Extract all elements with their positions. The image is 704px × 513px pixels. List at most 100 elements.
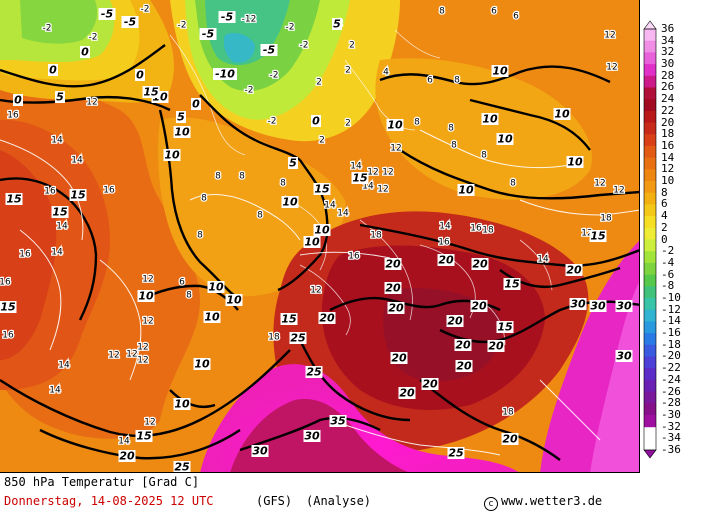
bold-isotherm-label-box	[203, 311, 221, 323]
bold-isotherm-label: 25	[290, 332, 306, 345]
isotherm-label: -2	[270, 71, 279, 81]
isotherm-label: 6	[427, 76, 433, 86]
bold-isotherm-label: 10	[567, 156, 583, 169]
bold-isotherm-label: 20	[388, 302, 404, 315]
bold-isotherm-label-box	[218, 11, 236, 23]
isotherm-label: -2	[300, 41, 309, 51]
isotherm-label: 6	[513, 12, 519, 22]
run-type: (Analyse)	[306, 494, 372, 508]
legend-label: 14	[661, 150, 675, 164]
isotherm-label: -2	[286, 23, 295, 33]
bold-isotherm-label: 20	[391, 352, 407, 365]
legend-label: -6	[661, 267, 675, 281]
bold-isotherm-label-box	[318, 312, 336, 324]
isotherm-label: 14	[118, 437, 130, 447]
bold-isotherm-label-box	[281, 196, 299, 208]
bold-isotherm-label-box	[225, 294, 243, 306]
bold-isotherm-label-box	[384, 282, 402, 294]
bold-isotherm-label-box	[176, 111, 186, 123]
legend-swatch	[644, 122, 656, 135]
bold-isotherm-label: 5	[177, 111, 185, 124]
bold-isotherm-label-box	[163, 149, 181, 161]
legend-swatch	[644, 403, 656, 416]
bold-isotherm-label: 10	[204, 311, 220, 324]
isotherm-label: 16	[103, 186, 115, 196]
legend-label: -22	[661, 361, 681, 375]
bold-isotherm-label: 10	[458, 184, 474, 197]
legend-swatch	[644, 344, 656, 358]
bold-isotherm-label: 20	[385, 258, 401, 271]
bold-isotherm-label: 15	[52, 206, 68, 219]
bold-isotherm-label: 10	[138, 290, 154, 303]
legend-label: -8	[661, 279, 675, 293]
bold-isotherm-label: 35	[330, 415, 346, 428]
legend-label: 34	[661, 33, 675, 47]
isotherm-label: 14	[58, 361, 70, 371]
bold-isotherm-label: 10	[387, 119, 403, 132]
bold-isotherm-label: 10	[194, 358, 210, 371]
bold-isotherm-label: 0	[14, 94, 22, 107]
bold-isotherm-label-box	[191, 98, 201, 110]
isotherm-label: 14	[56, 222, 68, 232]
legend-label: 12	[661, 162, 675, 176]
isotherm-label: 12	[613, 186, 624, 196]
credit-link[interactable]: c www.wetter3.de	[484, 494, 602, 511]
credit-text: www.wetter3.de	[501, 494, 603, 508]
bold-isotherm-label-box	[470, 300, 488, 312]
bold-isotherm-label-box	[313, 183, 331, 195]
bold-isotherm-label: 10	[482, 113, 498, 126]
bold-isotherm-label: 15	[70, 189, 86, 202]
bold-isotherm-label: 25	[306, 366, 322, 379]
bold-isotherm-label-box	[48, 64, 58, 76]
bold-isotherm-label: 30	[616, 350, 632, 363]
bold-isotherm-label: 15	[6, 193, 22, 206]
bold-isotherm-label-box	[311, 115, 321, 127]
isotherm-label: 12	[594, 179, 605, 189]
legend-swatch	[644, 321, 656, 334]
legend-swatch	[644, 368, 656, 381]
map-date: Donnerstag, 14-08-2025 12 UTC	[4, 494, 214, 508]
bold-isotherm-label-box	[615, 350, 633, 362]
isotherm-label: 16	[2, 331, 14, 341]
bold-isotherm-label: 20	[456, 360, 472, 373]
bold-isotherm-label: 25	[174, 461, 190, 474]
isotherm-label: 12	[142, 275, 153, 285]
bold-isotherm-label: 20	[319, 312, 335, 325]
isotherm-label: -12	[242, 15, 257, 25]
temperature-map: -2-2-2-2-12-22-22-2-2-222224686681212888…	[0, 0, 640, 473]
bold-isotherm-label: 20	[471, 300, 487, 313]
bold-isotherm-label-box	[5, 193, 23, 205]
bold-isotherm-label-box	[471, 258, 489, 270]
isotherm-label: 8	[280, 179, 286, 189]
legend-label: 6	[661, 197, 668, 211]
isotherm-label: 16	[44, 187, 56, 197]
isotherm-label: 8	[439, 7, 445, 17]
isotherm-label: 6	[491, 7, 497, 17]
bold-isotherm-label-box	[501, 433, 519, 445]
isotherm-label: 18	[370, 231, 382, 241]
isotherm-label: 14	[71, 156, 83, 166]
legend-swatch	[644, 251, 656, 264]
legend-label: -34	[661, 431, 681, 445]
bold-isotherm-label-box	[289, 332, 307, 344]
bold-isotherm-label-box	[213, 68, 237, 80]
bold-isotherm-label: 20	[119, 450, 135, 463]
legend-swatch	[644, 262, 656, 276]
isotherm-label: 2	[319, 136, 325, 146]
legend-label: -4	[661, 255, 675, 269]
isotherm-label: -2	[141, 5, 150, 15]
legend-swatch	[644, 227, 656, 241]
bold-isotherm-label: -5	[263, 44, 276, 57]
bold-isotherm-label: 0	[81, 46, 89, 59]
bold-isotherm-label: 0	[49, 64, 57, 77]
isotherm-label: 8	[257, 211, 263, 221]
legend-label: -12	[661, 302, 681, 316]
isotherm-label: 16	[7, 111, 19, 121]
isotherm-label: 8	[215, 172, 221, 182]
bold-isotherm-label: 0	[136, 69, 144, 82]
zone-cool-nw-green2	[20, 0, 98, 44]
legend-label: 30	[661, 57, 675, 71]
bold-isotherm-label: 20	[488, 340, 504, 353]
legend-bottom-arrow	[643, 449, 657, 459]
bold-isotherm-label: 5	[289, 157, 297, 170]
